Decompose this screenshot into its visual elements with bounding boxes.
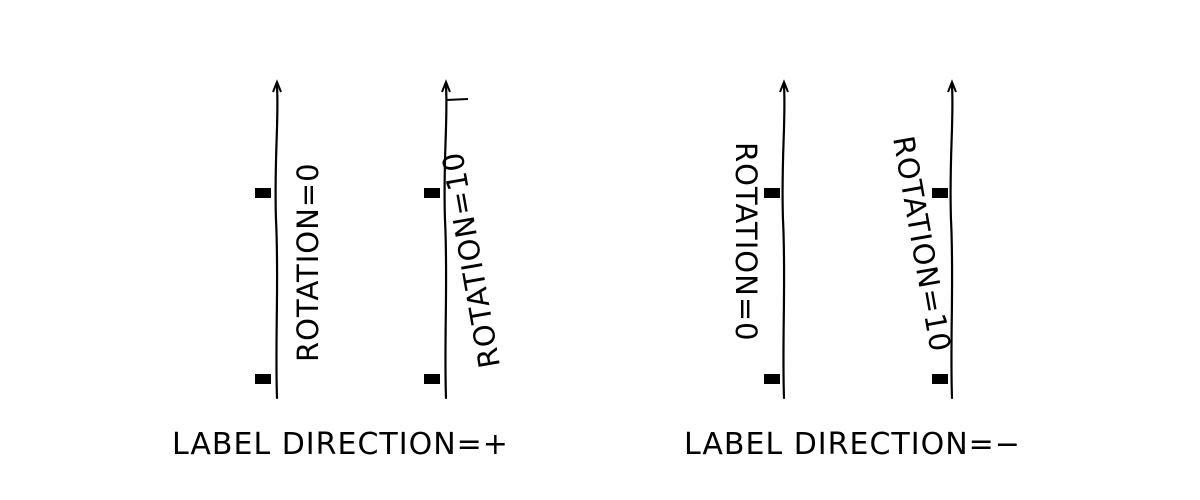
tick-mark-lower	[255, 374, 271, 384]
tick-mark-upper	[932, 188, 948, 198]
tick-mark-lower	[932, 374, 948, 384]
axis-arrowhead	[779, 79, 789, 93]
tick-mark-upper	[764, 188, 780, 198]
axis-rotation-10-plus: ROTATION=10	[424, 79, 507, 400]
axis-line	[781, 84, 786, 400]
axis-rotation-0-plus: ROTATION=0	[255, 79, 325, 400]
axis-rotation-0-minus: ROTATION=0	[729, 79, 789, 400]
axis-label: ROTATION=0	[291, 162, 325, 362]
caption-direction-plus: LABEL DIRECTION=+	[172, 427, 509, 462]
axis-line	[949, 84, 954, 400]
tick-mark-top	[445, 98, 469, 101]
tick-mark-lower	[424, 374, 440, 384]
axis-arrowhead	[947, 79, 957, 93]
group-direction-plus: ROTATION=0 ROTATION=10 LABEL DIRECTION=+	[172, 79, 509, 462]
axis-arrowhead	[441, 79, 451, 93]
axis-label: ROTATION=0	[729, 142, 763, 342]
tick-mark-upper	[424, 188, 440, 198]
axis-arrowhead	[272, 79, 282, 93]
caption-direction-minus: LABEL DIRECTION=−	[684, 427, 1021, 462]
group-direction-minus: ROTATION=0 ROTATION=10 LABEL DIRECTION=−	[684, 79, 1021, 462]
tick-mark-upper	[255, 188, 271, 198]
axis-line	[274, 84, 279, 400]
axis-line	[443, 84, 448, 400]
axis-rotation-10-minus: ROTATION=10	[886, 79, 958, 400]
tick-mark-lower	[764, 374, 780, 384]
axis-label: ROTATION=10	[886, 133, 958, 355]
